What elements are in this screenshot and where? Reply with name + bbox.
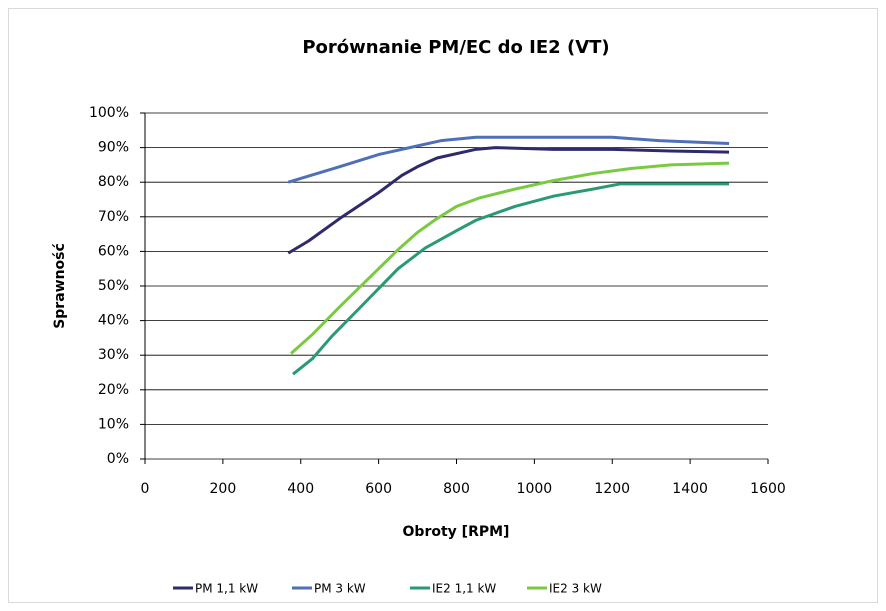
legend-label: PM 1,1 kW: [195, 582, 258, 596]
x-tick-label: 600: [365, 481, 392, 497]
y-tick-label: 50%: [98, 278, 129, 294]
x-tick-label: 200: [210, 481, 237, 497]
series-line: [287, 135, 730, 184]
x-tick-label: 1000: [517, 481, 553, 497]
y-tick-label: 30%: [98, 347, 129, 363]
legend-label: IE2 3 kW: [549, 582, 602, 596]
x-tick-label: 800: [443, 481, 470, 497]
y-tick-label: 100%: [89, 105, 129, 121]
chart-frame: [8, 8, 878, 603]
x-tick-label: 1600: [750, 481, 786, 497]
chart-title: Porównanie PM/EC do IE2 (VT): [302, 37, 609, 58]
x-tick-label: 1200: [594, 481, 630, 497]
y-tick-label: 90%: [98, 140, 129, 156]
x-axis-title: Obroty [RPM]: [403, 524, 510, 540]
x-tick-label: 1400: [672, 481, 708, 497]
x-tick-label: 400: [287, 481, 314, 497]
y-axis-title: Sprawność: [52, 243, 68, 329]
legend-label: PM 3 kW: [314, 582, 366, 596]
y-tick-label: 60%: [98, 243, 129, 259]
y-tick-label: 0%: [107, 451, 129, 467]
series-line: [292, 182, 730, 376]
legend-label: IE2 1,1 kW: [432, 582, 496, 596]
y-tick-label: 70%: [98, 209, 129, 225]
series-line: [290, 161, 730, 355]
y-tick-label: 40%: [98, 313, 129, 329]
x-tick-label: 0: [141, 481, 150, 497]
series-line: [287, 146, 730, 255]
y-tick-label: 20%: [98, 382, 129, 398]
y-tick-label: 80%: [98, 174, 129, 190]
y-tick-label: 10%: [98, 416, 129, 432]
